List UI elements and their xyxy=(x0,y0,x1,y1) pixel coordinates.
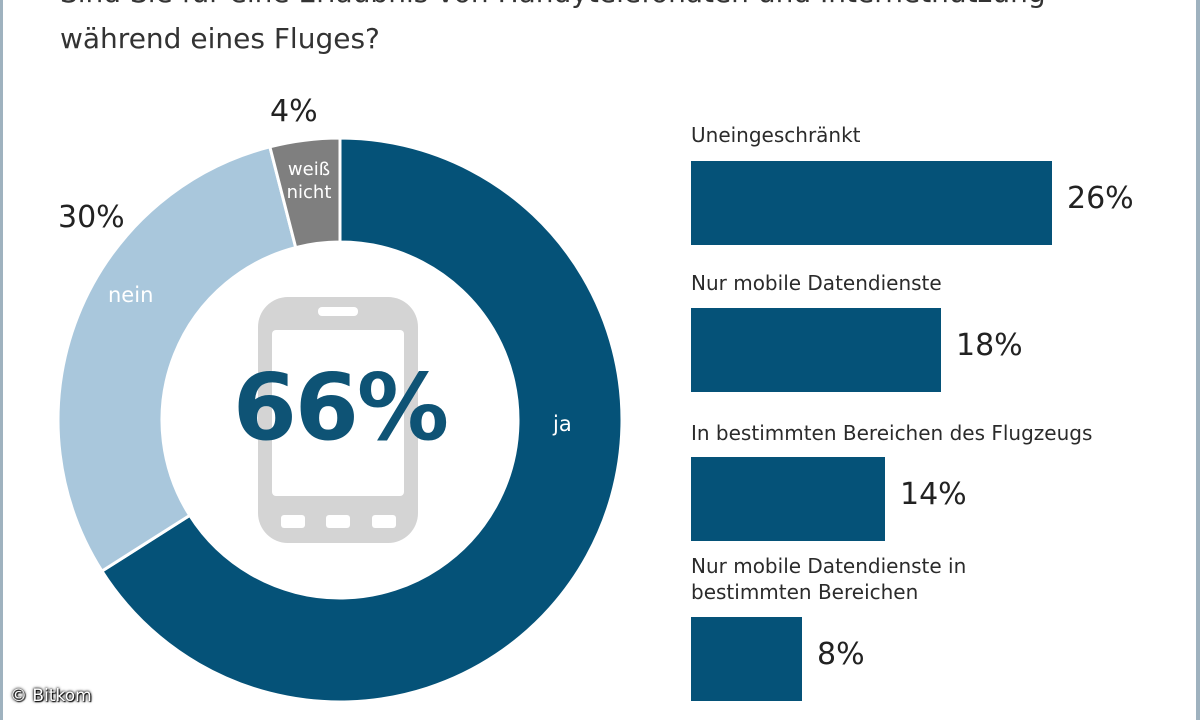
chart-title-line-2: während eines Fluges? xyxy=(60,22,380,55)
bar-value-label: 8% xyxy=(817,637,865,672)
slice-label-nein: nein xyxy=(108,283,154,307)
frame-border-right xyxy=(1196,0,1200,720)
bar xyxy=(691,161,1052,245)
bar-value-label: 26% xyxy=(1067,181,1134,216)
copyright-credit: © Bitkom xyxy=(10,686,92,706)
bar-value-label: 14% xyxy=(900,477,967,512)
donut-chart xyxy=(56,136,624,704)
bar-value-label: 18% xyxy=(956,328,1023,363)
slice-label-weiss-nicht-line: weiß xyxy=(287,159,331,180)
slice-label-ja: ja xyxy=(553,412,572,436)
donut-slice-nein xyxy=(56,145,298,574)
bar xyxy=(691,457,885,541)
donut-slice-wei-nicht xyxy=(268,136,342,250)
chart-title: Sind Sie für eine Erlaubnis von Handytel… xyxy=(60,0,1160,62)
donut-slice-ja xyxy=(99,136,624,704)
bar-category-label: In bestimmten Bereichen des Flugzeugs xyxy=(691,421,1093,445)
smartphone-icon xyxy=(258,297,418,543)
bar-category-label: Uneingeschränkt xyxy=(691,123,861,147)
donut-slices xyxy=(56,136,624,704)
bar-category-label: Nur mobile Datendienste in xyxy=(691,554,967,578)
bar xyxy=(691,308,941,392)
donut-center-value: 66% xyxy=(232,354,449,461)
chart-title-line-1: Sind Sie für eine Erlaubnis von Handytel… xyxy=(60,0,1160,16)
slice-value-label-nein: 30% xyxy=(58,200,125,235)
bar-category-label: bestimmten Bereichen xyxy=(691,580,919,604)
bar-category-label: Nur mobile Datendienste xyxy=(691,271,942,295)
frame-border-left xyxy=(0,0,3,720)
slice-label-weiss-nicht-line: nicht xyxy=(286,182,332,203)
bar xyxy=(691,617,802,701)
slice-value-label-weiss-nicht: 4% xyxy=(270,94,318,129)
slice-label-weiss-nicht: weiß nicht xyxy=(276,158,342,204)
